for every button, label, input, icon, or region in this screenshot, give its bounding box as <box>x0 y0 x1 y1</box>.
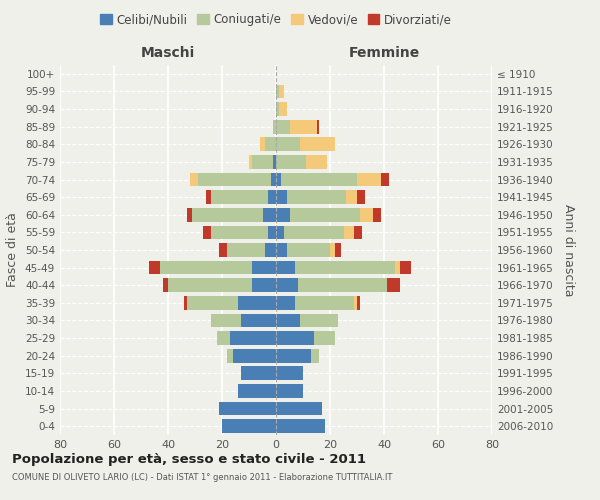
Bar <box>252 260 276 274</box>
Bar <box>276 296 295 310</box>
Bar <box>238 384 276 398</box>
Bar <box>222 420 276 433</box>
Bar <box>354 226 362 239</box>
Bar <box>211 190 268 204</box>
Bar <box>252 278 276 292</box>
Bar <box>295 296 354 310</box>
Bar <box>343 226 354 239</box>
Bar <box>387 278 400 292</box>
Bar <box>206 190 211 204</box>
Bar <box>163 278 168 292</box>
Y-axis label: Fasce di età: Fasce di età <box>7 212 19 288</box>
Bar <box>276 102 278 116</box>
Bar <box>203 226 211 239</box>
Bar <box>276 208 290 222</box>
Bar <box>265 138 276 151</box>
Bar <box>241 366 276 380</box>
Y-axis label: Anni di nascita: Anni di nascita <box>562 204 575 296</box>
Bar <box>278 102 287 116</box>
Bar <box>187 208 193 222</box>
Text: COMUNE DI OLIVETO LARIO (LC) - Dati ISTAT 1° gennaio 2011 - Elaborazione TUTTITA: COMUNE DI OLIVETO LARIO (LC) - Dati ISTA… <box>12 472 392 482</box>
Bar <box>298 278 387 292</box>
Bar <box>276 402 322 415</box>
Bar <box>354 296 357 310</box>
Text: Femmine: Femmine <box>349 46 419 60</box>
Bar <box>193 208 263 222</box>
Bar <box>276 172 281 186</box>
Bar <box>311 349 319 362</box>
Bar <box>301 314 338 328</box>
Bar <box>335 243 341 257</box>
Legend: Celibi/Nubili, Coniugati/e, Vedovi/e, Divorziati/e: Celibi/Nubili, Coniugati/e, Vedovi/e, Di… <box>95 8 457 31</box>
Bar <box>227 243 265 257</box>
Bar <box>227 349 233 362</box>
Bar <box>287 190 346 204</box>
Bar <box>160 260 252 274</box>
Bar <box>276 226 284 239</box>
Bar <box>276 120 290 134</box>
Bar <box>211 314 241 328</box>
Bar <box>346 190 357 204</box>
Bar <box>268 226 276 239</box>
Bar <box>265 243 276 257</box>
Bar <box>284 226 343 239</box>
Bar <box>276 278 298 292</box>
Bar <box>373 208 382 222</box>
Bar <box>268 190 276 204</box>
Bar <box>295 260 395 274</box>
Bar <box>233 349 276 362</box>
Text: Maschi: Maschi <box>141 46 195 60</box>
Bar <box>314 331 335 345</box>
Bar <box>281 172 357 186</box>
Bar <box>276 314 301 328</box>
Bar <box>249 155 252 169</box>
Bar <box>301 138 335 151</box>
Bar <box>357 172 382 186</box>
Bar <box>274 155 276 169</box>
Bar <box>357 296 360 310</box>
Bar <box>271 172 276 186</box>
Bar <box>190 172 198 186</box>
Bar <box>274 120 276 134</box>
Bar <box>306 155 328 169</box>
Bar <box>241 314 276 328</box>
Bar <box>330 243 335 257</box>
Bar <box>382 172 389 186</box>
Bar <box>276 366 303 380</box>
Bar <box>238 296 276 310</box>
Bar <box>278 84 284 98</box>
Bar <box>260 138 265 151</box>
Bar <box>276 190 287 204</box>
Bar <box>276 349 311 362</box>
Bar <box>290 120 317 134</box>
Bar <box>276 384 303 398</box>
Bar <box>357 190 365 204</box>
Bar <box>400 260 411 274</box>
Bar <box>184 296 187 310</box>
Bar <box>230 331 276 345</box>
Bar <box>168 278 252 292</box>
Bar <box>187 296 238 310</box>
Bar <box>276 155 306 169</box>
Text: Popolazione per età, sesso e stato civile - 2011: Popolazione per età, sesso e stato civil… <box>12 452 366 466</box>
Bar <box>287 243 330 257</box>
Bar <box>220 402 276 415</box>
Bar <box>317 120 319 134</box>
Bar <box>276 138 301 151</box>
Bar <box>211 226 268 239</box>
Bar <box>149 260 160 274</box>
Bar <box>252 155 274 169</box>
Bar <box>263 208 276 222</box>
Bar <box>395 260 400 274</box>
Bar <box>360 208 373 222</box>
Bar <box>198 172 271 186</box>
Bar <box>276 243 287 257</box>
Bar <box>276 420 325 433</box>
Bar <box>276 84 278 98</box>
Bar <box>290 208 360 222</box>
Bar <box>220 243 227 257</box>
Bar <box>276 331 314 345</box>
Bar <box>276 260 295 274</box>
Bar <box>217 331 230 345</box>
